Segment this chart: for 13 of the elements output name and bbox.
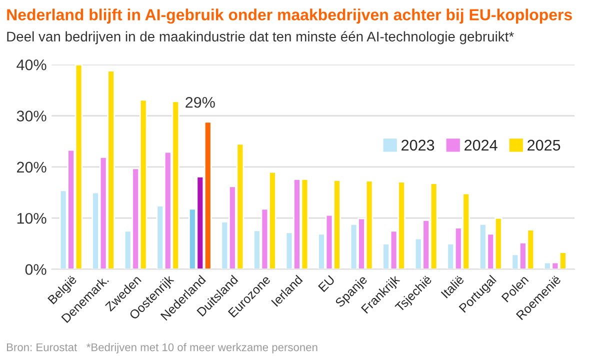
annotation: 29% (186, 96, 215, 108)
y-tick-label: 20% (17, 162, 46, 173)
legend-label: 2025 (528, 140, 560, 151)
text: Bron: Eurostat *Bedrijven met 10 of meer werkzame personen (6, 343, 318, 354)
y-tick-label: 0% (25, 264, 46, 275)
y-tick-label: 30% (16, 110, 46, 122)
x-tick-label: EU (318, 275, 336, 292)
chart-subtitle: Deel van bedrijven in de maakindustrie dat ten minste één AI-technologie gebruikt* (7, 31, 514, 44)
y-tick-label: 40% (16, 59, 46, 70)
legend-label: 2023 (402, 140, 434, 151)
legend-label: 2024 (464, 140, 498, 151)
y-tick-label: 10% (17, 212, 46, 224)
chart-title: Nederland blijft in AI-gebruik onder maakbedrijven achter bij EU-koplopers (7, 8, 572, 24)
